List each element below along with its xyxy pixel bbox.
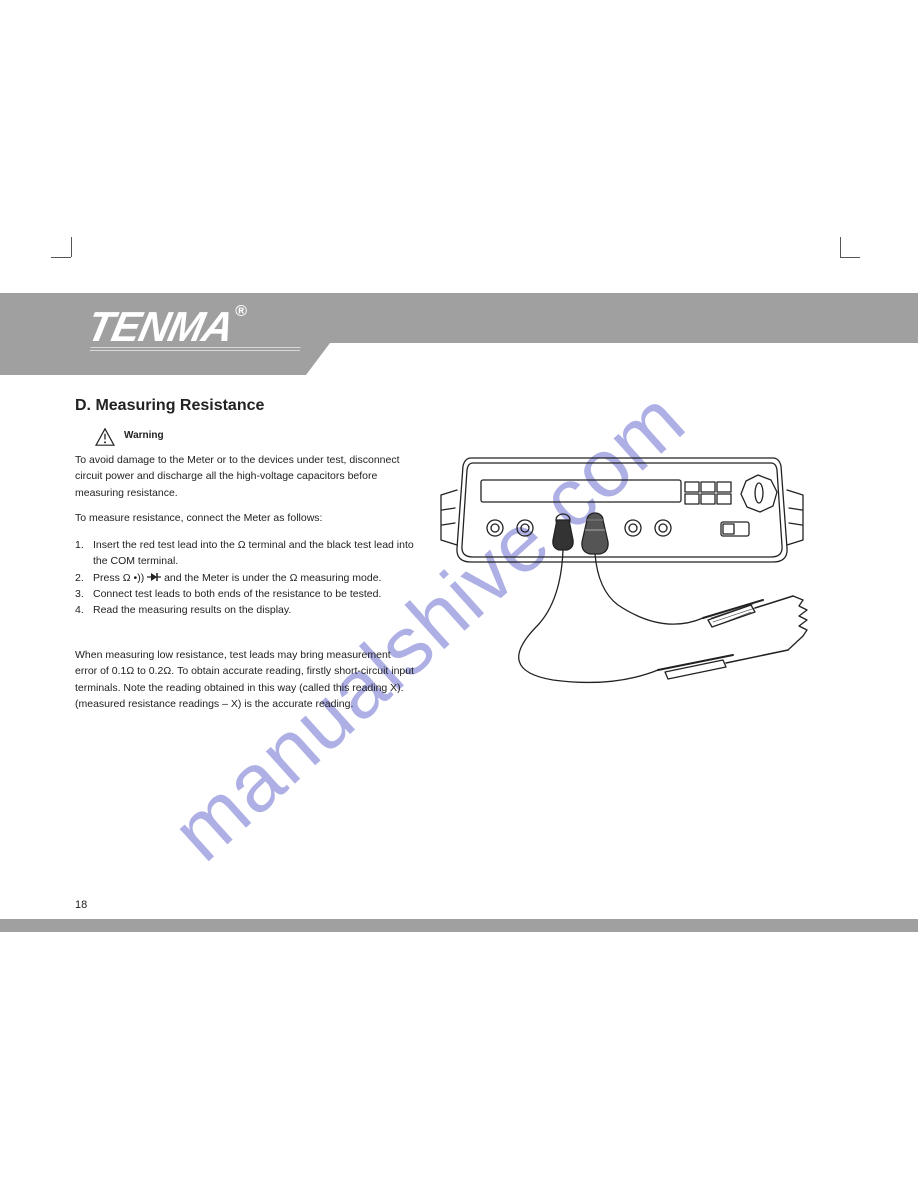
diode-icon (147, 572, 161, 582)
resistor-symbol (788, 596, 807, 650)
header-cut (330, 343, 918, 383)
brand-logo: TENMA® (83, 303, 248, 351)
ohm-symbol: Ω (123, 572, 131, 584)
probe (703, 596, 793, 627)
list-item: 1.Insert the red test lead into the Ω te… (75, 537, 420, 570)
crop-mark (71, 237, 72, 257)
continuity-icon: •)) (134, 572, 145, 584)
instruction-list: 1.Insert the red test lead into the Ω te… (75, 537, 420, 618)
brand-name: TENMA (83, 303, 237, 350)
page-number: 18 (75, 899, 87, 911)
ohm-symbol: Ω (290, 572, 298, 584)
registered-mark: ® (236, 303, 247, 321)
device-diagram (433, 440, 833, 720)
lead-plug-red (582, 513, 608, 554)
list-item: 2.Press Ω •)) and the Meter is under the… (75, 570, 420, 586)
footer-bar (0, 919, 918, 932)
paragraph: To avoid damage to the Meter or to the d… (75, 452, 415, 501)
crop-mark (840, 257, 860, 258)
crop-mark (840, 237, 841, 257)
list-item: 4.Read the measuring results on the disp… (75, 602, 420, 618)
paragraph: When measuring low resistance, test lead… (75, 647, 415, 712)
crop-mark (51, 257, 71, 258)
section-title: D. Measuring Resistance (75, 397, 264, 415)
probe (658, 650, 788, 679)
warning-label: Warning (124, 430, 164, 441)
warning-icon (95, 428, 115, 446)
paragraph: To measure resistance, connect the Meter… (75, 510, 415, 526)
brand-underline (89, 347, 300, 353)
list-item: 3.Connect test leads to both ends of the… (75, 586, 420, 602)
ohm-symbol: Ω (238, 539, 246, 551)
header-slant (300, 343, 330, 383)
lead-plug-black (553, 514, 573, 550)
